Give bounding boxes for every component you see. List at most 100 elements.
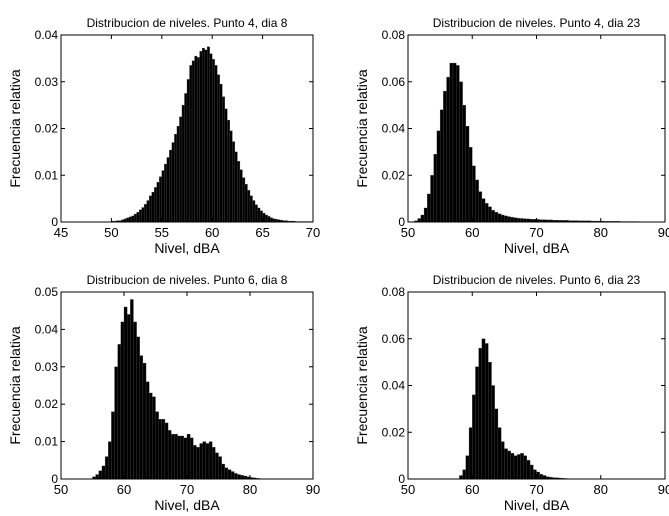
histogram-bar [472, 394, 476, 480]
histogram-bar [513, 455, 518, 480]
histogram-bar [161, 170, 165, 223]
histogram-bar [529, 464, 534, 480]
histogram-bar [133, 213, 137, 223]
histogram-bar [127, 314, 131, 480]
x-tick-label: 60 [465, 482, 479, 497]
histogram-bar [491, 210, 495, 223]
histogram-bar [164, 163, 167, 223]
histogram-bar [439, 109, 444, 223]
histogram-bar [427, 193, 431, 223]
histogram-bar [449, 62, 454, 223]
histogram-bar [446, 76, 450, 223]
histogram-bar [436, 130, 441, 223]
x-tick-label: 60 [205, 225, 219, 240]
histogram-bar [481, 198, 486, 223]
histogram-bar [497, 213, 502, 223]
histogram-bar [539, 474, 544, 480]
y-tick-label: 0 [51, 472, 58, 486]
histogram-bar [501, 214, 505, 223]
histogram-bar [227, 469, 232, 480]
chart-title: Distribucion de niveles. Punto 4, dia 23 [433, 16, 641, 30]
x-axis-label: Nivel, dBA [154, 240, 220, 256]
histogram-bar [420, 214, 425, 223]
x-tick-label: 55 [155, 225, 169, 240]
histogram-bar [264, 214, 268, 223]
y-axis-label: Frecuencia relativa [7, 69, 23, 187]
histogram-bar [239, 169, 243, 223]
histogram-bar [468, 427, 473, 480]
histogram-bar [478, 347, 483, 480]
histogram-bar [242, 177, 246, 223]
y-tick-label: 0.01 [35, 168, 59, 182]
histogram-bar [252, 200, 256, 223]
histogram-bar [189, 65, 193, 223]
histogram-bar [201, 47, 205, 223]
histogram-bar [472, 165, 476, 223]
histogram-bar [174, 133, 178, 223]
histogram-bar [230, 471, 235, 480]
histogram-bar [108, 441, 112, 480]
y-tick-label: 0.02 [35, 122, 59, 136]
histogram-bar [177, 435, 181, 480]
histogram-bar [123, 306, 128, 480]
histogram-bar [497, 427, 502, 480]
histogram-bar [158, 419, 162, 480]
histogram-bar [232, 141, 236, 223]
histogram-bar [433, 154, 438, 223]
y-tick-label: 0 [51, 215, 58, 229]
histogram-bar [161, 419, 166, 480]
histogram-bar [459, 81, 463, 223]
histogram-bar [423, 207, 428, 223]
histogram-bar [133, 321, 137, 480]
histogram-bar [465, 455, 470, 480]
histogram-bar [475, 179, 479, 223]
histogram-bar [234, 151, 238, 223]
histogram-bar [171, 142, 175, 223]
histogram-bar [221, 463, 225, 480]
histogram-bar [465, 126, 470, 223]
histogram-bar [247, 190, 251, 223]
histogram-bar [149, 392, 153, 480]
histogram-bar [196, 57, 200, 223]
histogram-bar [186, 433, 191, 480]
histogram-bar [138, 209, 142, 223]
histogram-bar [98, 470, 103, 480]
histogram-bar [159, 176, 162, 223]
histogram-bar [193, 445, 197, 480]
y-tick-label: 0.01 [35, 435, 59, 449]
histogram-bar [240, 475, 244, 480]
histogram-bar [270, 217, 273, 223]
chart-panel-3: 50 60 70 80 90 0 0.01 0.02 0.03 0.04 0.05 Distribuc… [7, 273, 320, 513]
histogram-bar [517, 218, 521, 223]
histogram-bar [207, 46, 210, 223]
histogram-bar [191, 60, 195, 223]
chart-title: Distribucion de niveles. Punto 6, dia 8 [87, 273, 288, 287]
histogram-bar [507, 216, 511, 223]
histogram-bar [222, 96, 225, 223]
histogram-bar [111, 411, 115, 480]
histogram-bar [117, 344, 121, 480]
y-tick-label: 0.06 [382, 332, 406, 346]
histogram-bar [196, 447, 200, 480]
histogram-bar [254, 204, 258, 223]
histogram-bar [484, 203, 489, 223]
histogram-bars [459, 338, 572, 480]
histogram-bar [267, 216, 271, 223]
histogram-bar [491, 385, 495, 480]
histogram-bar [156, 182, 160, 223]
histogram-bar [199, 443, 203, 480]
histogram-bar [234, 473, 238, 480]
y-tick-label: 0.02 [382, 425, 406, 439]
histogram-bar [131, 215, 135, 223]
x-tick-label: 80 [594, 225, 608, 240]
histogram-bar [154, 187, 157, 223]
histogram-bar [510, 217, 515, 223]
histogram-bar [164, 422, 169, 480]
histogram-bar [520, 453, 524, 480]
histogram-bar [104, 456, 109, 480]
histogram-bar [166, 157, 170, 223]
histogram-bar [443, 90, 447, 223]
histogram-bar [542, 475, 547, 480]
histogram-bar [126, 217, 130, 223]
histogram-bar [468, 147, 473, 223]
